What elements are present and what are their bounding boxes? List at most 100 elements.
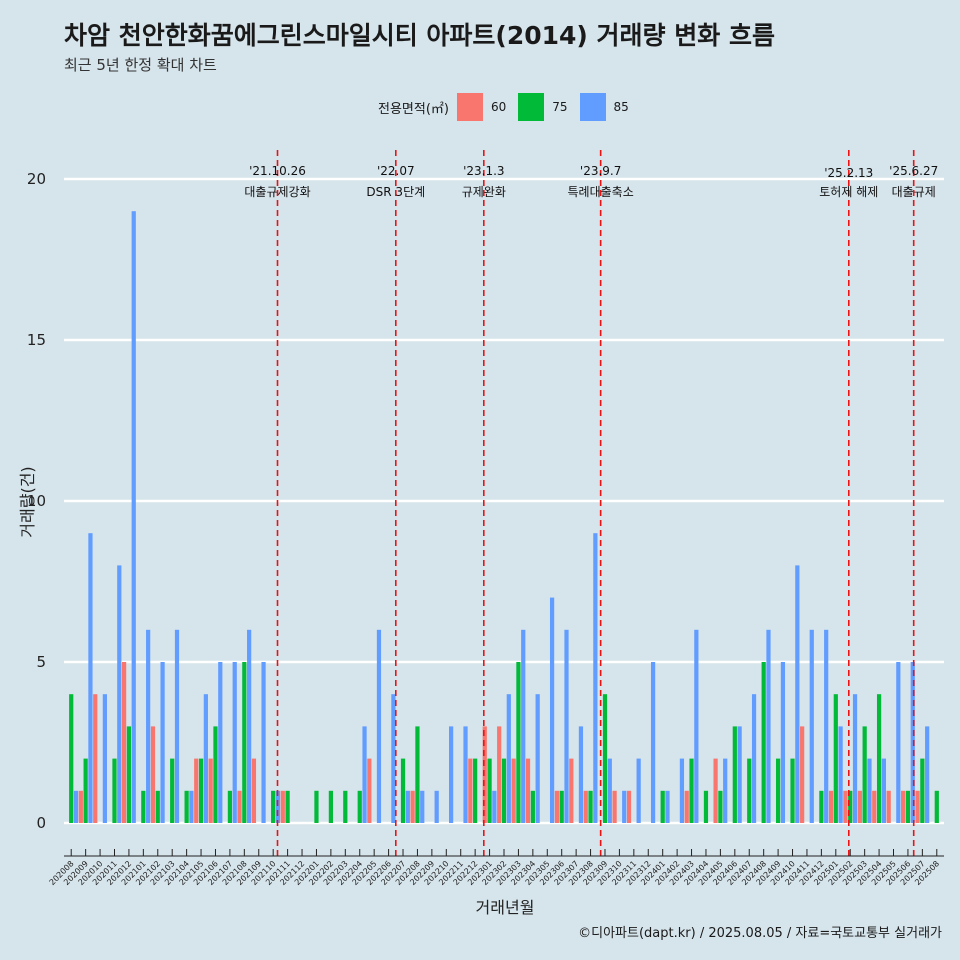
bar-75-202107	[227, 790, 233, 823]
bar-75-202102	[155, 790, 160, 823]
event-date-label-1: '22.07	[377, 164, 415, 178]
bar-85-202504	[881, 758, 886, 823]
bar-75-202406	[732, 726, 737, 823]
event-text-label-3: 특례대출축소	[568, 185, 634, 199]
bar-75-202302	[501, 758, 507, 823]
bar-60-202108	[237, 790, 242, 823]
bar-85-202210	[448, 726, 454, 823]
bar-85-202008	[73, 790, 79, 823]
bar-85-202206	[391, 694, 396, 823]
bar-85-202011	[117, 565, 122, 823]
bar-75-202105	[198, 758, 204, 823]
bars	[69, 211, 939, 823]
bar-60-202303	[511, 758, 516, 823]
bar-60-202503	[857, 790, 862, 823]
bar-85-202106	[218, 662, 223, 823]
bar-60-202502	[843, 790, 848, 823]
bar-85-202501	[838, 726, 843, 823]
bar-75-202009	[83, 758, 88, 823]
bar-60-202111	[280, 790, 285, 823]
bar-85-202012	[131, 211, 136, 823]
bar-85-202211	[463, 726, 468, 823]
bar-75-202407	[747, 758, 752, 823]
y-tick-label-15: 15	[27, 331, 46, 349]
bar-85-202107	[232, 662, 237, 823]
bar-85-202312	[650, 662, 656, 823]
bar-60-202505	[886, 790, 891, 823]
bar-85-202408	[766, 629, 771, 823]
bar-75-202301	[487, 758, 492, 823]
event-lines: '21.10.26 대출규제강화 '22.07 DSR 3단계 '23.1.3 규제완화 '…	[244, 150, 938, 856]
bar-75-202401	[660, 790, 665, 823]
bar-75-202409	[775, 758, 781, 823]
bar-75-202506	[905, 790, 911, 823]
event-text-label-0: 대출규제강화	[244, 185, 310, 199]
y-tick-label-0: 0	[36, 814, 46, 832]
event-date-label-0: '21.10.26	[249, 164, 306, 178]
bar-85-202204	[362, 726, 367, 823]
bar-75-202503	[862, 726, 867, 823]
bar-75-202504	[876, 694, 882, 823]
bar-75-202404	[703, 790, 709, 823]
bar-60-202102	[150, 726, 156, 823]
bar-60-202208	[410, 790, 415, 823]
y-axis-title: 거래량(건)	[18, 466, 37, 537]
legend-item-75: 75	[518, 93, 568, 121]
bar-75-202208	[415, 726, 420, 823]
bar-60-202301	[482, 726, 487, 823]
bar-85-202411	[809, 629, 814, 823]
bar-75-202412	[819, 790, 824, 823]
y-axis: 0 5 10 15 20	[27, 170, 46, 832]
chart-subtitle: 최근 5년 한정 확대 차트	[64, 56, 217, 74]
bar-85-202503	[867, 758, 872, 823]
legend-swatch-60	[456, 93, 483, 121]
bar-85-202105	[203, 694, 208, 823]
bar-75-202408	[761, 662, 766, 823]
bar-75-202405	[718, 790, 723, 823]
bar-85-202306	[564, 629, 569, 823]
bar-75-202201	[314, 790, 319, 823]
bar-75-202106	[213, 726, 218, 823]
event-text-label-5: 대출규제	[892, 185, 936, 199]
bar-75-202212	[473, 758, 478, 823]
event-text-label-2: 규제완화	[462, 185, 506, 199]
bar-85-202205	[376, 629, 382, 823]
event-text-label-1: DSR 3단계	[366, 185, 425, 199]
bar-75-202507	[920, 758, 925, 823]
bar-60-202302	[497, 726, 502, 823]
bar-60-202105	[194, 758, 199, 823]
bar-85-202302	[506, 694, 511, 823]
bar-85-202410	[795, 565, 800, 823]
event-date-label-2: '23.1.3	[463, 164, 504, 178]
source-caption: ©디아파트(dapt.kr) / 2025.08.05 / 자료=국토교통부 실…	[578, 926, 942, 941]
bar-85-202309	[607, 758, 612, 823]
bar-75-202011	[112, 758, 117, 823]
bar-60-202310	[612, 790, 617, 823]
bar-60-202507	[915, 790, 920, 823]
legend-label-85: 85	[613, 100, 629, 114]
bar-75-202501	[833, 694, 838, 823]
bar-60-202411	[800, 726, 805, 823]
bar-75-202104	[184, 790, 189, 823]
bar-85-202301	[492, 790, 497, 823]
bar-60-202010	[93, 694, 98, 823]
bar-85-202108	[247, 629, 252, 823]
bar-85-202412	[824, 629, 829, 823]
legend-item-85: 85	[579, 93, 629, 121]
y-tick-label-20: 20	[27, 170, 46, 188]
bar-75-202012	[126, 726, 132, 823]
bar-75-202403	[689, 758, 694, 823]
event-text-label-4: 토허제 해제	[819, 185, 878, 199]
bar-60-202212	[468, 758, 473, 823]
bar-75-202304	[530, 790, 535, 823]
bar-60-202304	[525, 758, 531, 823]
y-tick-label-10: 10	[27, 492, 46, 510]
legend-label-75: 75	[552, 100, 568, 114]
bar-60-202109	[251, 758, 257, 823]
bar-85-202109	[261, 662, 266, 823]
bar-85-202009	[88, 533, 93, 823]
bar-85-202310	[622, 790, 627, 823]
event-date-label-3: '23.9.7	[580, 164, 621, 178]
bar-85-202405	[723, 758, 728, 823]
